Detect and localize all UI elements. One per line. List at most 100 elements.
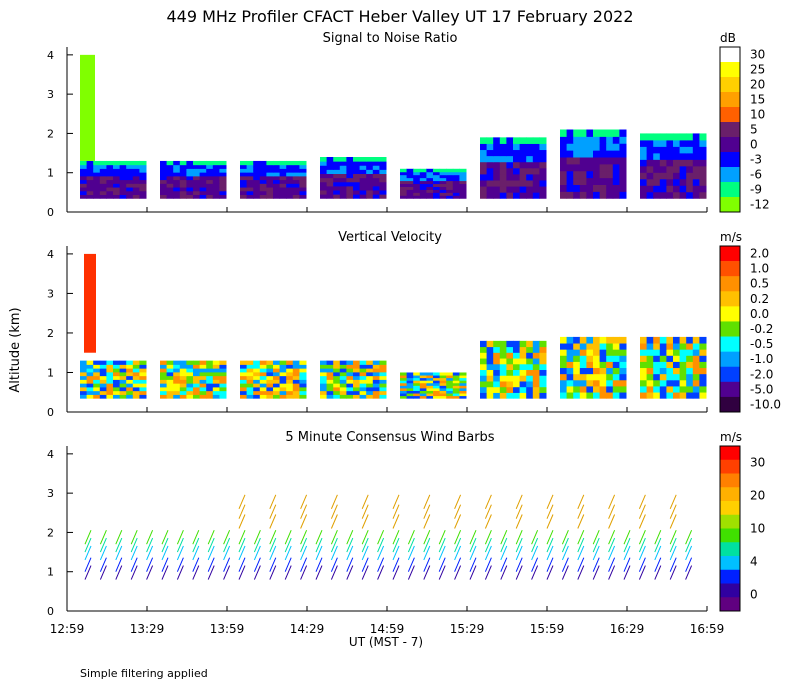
wind-barb — [669, 504, 677, 519]
panel-title: Signal to Noise Ratio — [323, 31, 458, 46]
heat-cell — [212, 175, 220, 181]
heat-cell — [266, 183, 274, 188]
heat-cell — [653, 367, 661, 375]
heat-cell — [586, 367, 594, 375]
heat-cell — [173, 187, 181, 192]
heat-cell — [400, 189, 408, 193]
heat-cell — [106, 390, 114, 395]
heat-cell — [519, 137, 527, 144]
figure-title: 449 MHz Profiler CFACT Heber Valley UT 1… — [166, 7, 633, 26]
heat-cell — [560, 355, 568, 362]
heat-cell — [113, 183, 121, 188]
panel-title: Vertical Velocity — [338, 230, 442, 245]
heat-cell — [126, 183, 134, 188]
wind-barb — [592, 537, 600, 553]
heat-cell — [166, 379, 174, 384]
heat-cell — [339, 181, 347, 187]
heat-cell — [366, 375, 374, 380]
heat-cell — [346, 386, 354, 392]
heat-cell — [699, 343, 707, 350]
heat-cell — [692, 185, 700, 193]
wind-barb — [238, 565, 246, 580]
heat-cell — [539, 380, 547, 388]
heat-cell — [186, 164, 194, 169]
wind-barb — [223, 565, 231, 580]
wind-barb — [438, 537, 446, 553]
heat-cell — [372, 185, 380, 191]
heat-cell — [326, 194, 334, 199]
heat-cell — [400, 174, 408, 179]
heat-cell — [486, 149, 494, 157]
colorbar-swatch — [720, 487, 740, 502]
heat-cell — [426, 382, 434, 386]
heat-cell — [186, 160, 194, 166]
heat-cell — [573, 373, 581, 381]
wind-barb — [130, 530, 138, 545]
heat-cell — [80, 364, 88, 369]
heat-cell — [326, 390, 334, 395]
heat-cell — [333, 190, 341, 195]
heat-cell — [646, 336, 654, 344]
heat-cell — [353, 173, 361, 179]
heat-cell — [539, 346, 547, 353]
heat-cell — [452, 192, 460, 196]
heat-cell — [193, 183, 201, 188]
wind-barb — [284, 557, 292, 572]
heat-cell — [573, 379, 581, 387]
heat-cell — [299, 164, 307, 169]
heat-cell — [132, 386, 140, 392]
heat-cell — [246, 394, 254, 399]
heat-cell — [292, 383, 300, 388]
heat-cell — [326, 190, 334, 195]
wind-barb — [423, 514, 431, 529]
heat-cell — [113, 371, 121, 377]
heat-cell — [346, 375, 354, 380]
heat-cell — [173, 194, 181, 199]
heat-cell — [619, 177, 627, 185]
heat-cell — [426, 168, 434, 173]
heat-cell — [333, 390, 341, 395]
heat-cell — [526, 179, 534, 187]
heat-cell — [326, 371, 334, 377]
heat-cell — [419, 393, 427, 397]
wind-barb — [623, 565, 631, 580]
heat-cell — [193, 390, 201, 395]
heat-cell — [699, 139, 707, 147]
heat-cell — [452, 375, 460, 379]
heat-cell — [199, 190, 207, 196]
colorbar-swatch — [720, 336, 740, 352]
heat-cell — [379, 161, 387, 166]
heat-cell — [400, 390, 408, 394]
heat-cell — [486, 137, 494, 144]
wind-barb — [146, 537, 154, 553]
heat-cell — [379, 383, 387, 388]
heat-cell — [513, 137, 521, 144]
heat-cell — [452, 180, 460, 185]
heat-cell — [199, 179, 207, 184]
heat-cell — [519, 161, 527, 169]
colorbar-swatch — [720, 137, 740, 153]
heat-cell — [653, 152, 661, 160]
heat-cell — [606, 143, 614, 151]
heat-cell — [160, 390, 168, 395]
wind-barb — [284, 530, 292, 545]
heat-cell — [299, 183, 307, 188]
heat-cell — [86, 190, 94, 196]
heat-cell — [480, 137, 488, 144]
heat-cell — [619, 361, 627, 369]
heat-cell — [692, 349, 700, 356]
heat-cell — [80, 368, 88, 373]
heat-cell — [593, 343, 601, 350]
wind-barb — [531, 537, 539, 553]
heat-cell — [379, 169, 387, 174]
heat-cell — [193, 194, 201, 199]
wind-barb — [99, 537, 107, 553]
heat-cell — [439, 377, 447, 381]
heat-cell — [526, 137, 534, 144]
heat-cell — [353, 375, 361, 380]
heat-cell — [666, 392, 674, 399]
heat-cell — [560, 367, 568, 375]
wind-barb — [377, 565, 385, 580]
heat-cell — [126, 394, 134, 399]
heat-cell — [433, 390, 441, 394]
